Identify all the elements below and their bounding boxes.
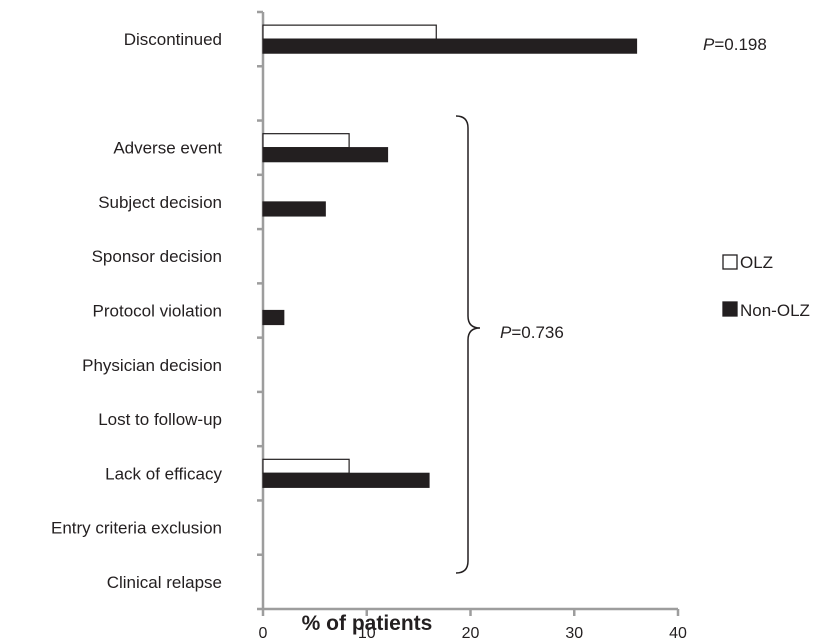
category-label: Physician decision <box>82 356 222 375</box>
x-tick-label: 40 <box>669 625 687 642</box>
p-value-discontinued: P=0.198 <box>703 35 767 54</box>
legend-label-non-olz: Non-OLZ <box>740 301 810 320</box>
bar-olz <box>262 458 350 474</box>
bar-olz <box>262 24 437 40</box>
x-tick-label: 20 <box>462 625 480 642</box>
bar-non-olz <box>262 147 389 163</box>
x-tick-labels: 0 10 20 30 40 <box>259 625 687 642</box>
category-labels: Discontinued Adverse event Subject decisio… <box>51 30 223 592</box>
bar-non-olz <box>262 472 430 488</box>
category-label: Discontinued <box>124 30 222 49</box>
reasons-bracket <box>455 115 481 574</box>
category-label: Subject decision <box>98 193 222 212</box>
category-label: Clinical relapse <box>107 573 222 592</box>
x-tick-label: 30 <box>565 625 583 642</box>
category-label: Lack of efficacy <box>105 464 222 483</box>
bar-non-olz <box>262 38 638 54</box>
bars <box>262 24 638 488</box>
category-label: Protocol violation <box>93 302 222 321</box>
legend-swatch-non-olz <box>722 301 738 317</box>
bar-olz <box>262 133 350 149</box>
legend: OLZ Non-OLZ <box>722 253 810 320</box>
legend-label-olz: OLZ <box>740 253 773 272</box>
p-value-reasons: P=0.736 <box>500 323 564 342</box>
x-axis-label: % of patients <box>302 612 433 635</box>
category-label: Lost to follow-up <box>98 410 222 429</box>
category-label: Entry criteria exclusion <box>51 519 222 538</box>
x-tick-label: 0 <box>259 625 268 642</box>
x-tick-label: 10 <box>358 625 376 642</box>
category-label: Sponsor decision <box>92 247 222 266</box>
bar-non-olz <box>262 309 285 326</box>
legend-swatch-olz <box>722 254 738 270</box>
category-label: Adverse event <box>113 139 222 158</box>
bar-non-olz <box>262 201 326 217</box>
